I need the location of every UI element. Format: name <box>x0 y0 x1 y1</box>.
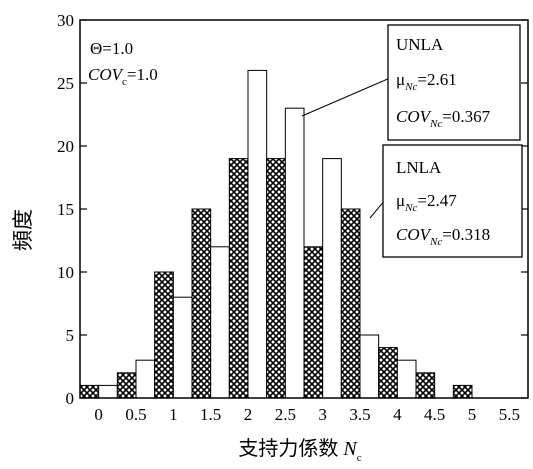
cov-param: COVc=1.0 <box>88 65 158 88</box>
unla-label: UNLA <box>396 35 444 54</box>
y-tick-label: 10 <box>57 263 74 282</box>
x-tick-label: 2 <box>244 405 253 424</box>
lnla-mu: μNc=2.47 <box>396 191 457 214</box>
lnla-bar <box>191 208 212 399</box>
lnla-box <box>382 144 523 258</box>
lnla-bar <box>116 372 137 399</box>
lnla-bar <box>415 372 436 399</box>
y-tick-label: 0 <box>66 389 75 408</box>
lnla-bar <box>303 246 324 399</box>
x-tick-label: 5 <box>468 405 477 424</box>
unla-mu: μNc=2.61 <box>396 70 457 93</box>
y-tick-label: 15 <box>57 200 74 219</box>
unla-bar <box>359 334 380 399</box>
unla-bar <box>284 107 305 399</box>
lnla-bar <box>378 347 398 399</box>
unla-bar <box>98 384 118 399</box>
y-axis: 0 5 10 15 20 25 30 <box>57 11 528 408</box>
lnla-label: LNLA <box>396 158 442 177</box>
lnla-bar <box>79 384 100 399</box>
lnla-bar <box>340 208 361 399</box>
theta-param: Θ=1.0 <box>90 39 133 58</box>
x-tick-label: 4.5 <box>424 405 445 424</box>
x-tick-label: 4 <box>393 405 402 424</box>
x-tick-label: 1.5 <box>200 405 221 424</box>
lnla-bar <box>452 384 473 399</box>
x-tick-label: 0.5 <box>125 405 146 424</box>
unla-leader-line <box>301 77 391 117</box>
unla-bar <box>135 359 156 399</box>
x-tick-label: 0 <box>94 405 103 424</box>
unla-bar <box>322 158 342 399</box>
unla-bar <box>172 296 193 399</box>
x-tick-label: 2.5 <box>275 405 296 424</box>
parameter-block: Θ=1.0 COVc=1.0 <box>88 39 158 88</box>
x-tick-label: 5.5 <box>499 405 520 424</box>
x-tick-label: 1 <box>169 405 178 424</box>
lnla-annotation: LNLA μNc=2.47 COVNc=0.318 <box>369 144 523 258</box>
y-axis-title: 頻度 <box>11 209 35 251</box>
x-axis-title: 支持力係数 Nc <box>238 437 361 464</box>
y-tick-label: 5 <box>66 326 75 345</box>
y-tick-label: 25 <box>57 74 74 93</box>
lnla-bar <box>266 158 286 399</box>
unla-box <box>387 24 521 141</box>
unla-annotation: UNLA μNc=2.61 COVNc=0.367 <box>301 24 521 141</box>
lnla-bar <box>228 158 249 399</box>
y-tick-label: 20 <box>57 137 74 156</box>
y-tick-label: 30 <box>57 11 74 30</box>
x-tick-label: 3 <box>318 405 327 424</box>
x-tick-label: 3.5 <box>349 405 370 424</box>
lnla-bar <box>154 271 174 399</box>
x-axis: 0 0.5 1 1.5 2 2.5 3 3.5 4 4.5 5 5.5 <box>94 405 520 424</box>
unla-bar <box>210 246 230 399</box>
lnla-cov: COVNc=0.318 <box>396 225 490 248</box>
unla-bar <box>396 359 417 399</box>
unla-cov: COVNc=0.367 <box>396 107 491 130</box>
unla-bar <box>247 69 268 399</box>
bars-group <box>79 69 473 399</box>
